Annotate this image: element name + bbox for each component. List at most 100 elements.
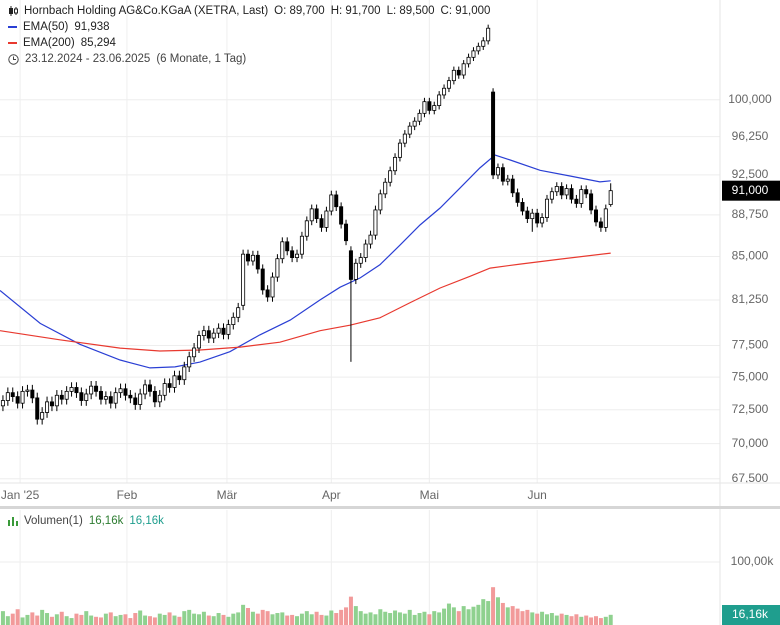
- volume-bar: [118, 614, 123, 625]
- candle-body: [535, 212, 540, 224]
- volume-bar: [133, 613, 138, 625]
- volume-bar: [461, 606, 466, 625]
- volume-bar: [138, 610, 143, 625]
- volume-bar: [299, 613, 304, 625]
- candle-body: [314, 208, 319, 220]
- candle-body: [491, 91, 496, 176]
- volume-bar: [128, 618, 133, 625]
- candle-body: [147, 384, 152, 392]
- volume-bar: [495, 597, 500, 625]
- candle-body: [598, 221, 603, 228]
- candle-body: [466, 56, 471, 65]
- candle-body: [525, 210, 530, 220]
- ema-name: EMA(200): [23, 37, 75, 49]
- candle-body: [236, 307, 241, 318]
- candle-body: [64, 390, 69, 400]
- candle-body: [162, 383, 167, 396]
- candle-body: [505, 178, 510, 182]
- candle-body: [451, 69, 456, 82]
- volume-bar: [255, 613, 260, 625]
- candle-body: [10, 392, 15, 397]
- volume-bar: [201, 611, 206, 625]
- ohlc-low: L: 89,500: [386, 5, 435, 17]
- candle-body: [216, 327, 221, 334]
- y-tick-label: 100,00k: [731, 554, 775, 568]
- candle-body: [187, 356, 192, 368]
- y-tick-label: 100,000: [728, 92, 772, 106]
- volume-bar: [393, 610, 398, 625]
- candle-body: [378, 193, 383, 211]
- candle-body: [593, 209, 598, 223]
- candle-body: [388, 170, 393, 183]
- volume-bar: [123, 614, 128, 625]
- candle-body: [608, 190, 613, 205]
- candle-body: [182, 366, 187, 381]
- volume-bar: [574, 614, 579, 625]
- candle-body: [442, 87, 447, 96]
- candle-body: [549, 191, 554, 200]
- volume-bar: [383, 611, 388, 625]
- volume-bar: [442, 608, 447, 625]
- volume-bar: [221, 614, 226, 625]
- candle-body: [481, 40, 486, 47]
- y-tick-label: 92,500: [732, 167, 769, 181]
- legend-ema200: EMA(200) 85,294: [8, 37, 116, 49]
- candle-body: [559, 186, 564, 196]
- candle-body: [348, 250, 353, 280]
- ema-name: EMA(50): [23, 21, 69, 33]
- candle-body: [167, 383, 172, 388]
- volume-bar: [476, 604, 481, 625]
- volume-bar: [59, 611, 64, 625]
- volume-bar: [589, 617, 594, 625]
- volume-bar: [94, 616, 99, 625]
- y-tick-label: 85,000: [732, 249, 769, 263]
- volume-bar: [466, 609, 471, 625]
- candle-body: [206, 330, 211, 339]
- volume-bar: [89, 615, 94, 625]
- volume-bar: [64, 616, 69, 625]
- candle-body: [461, 63, 466, 76]
- volume-bar: [500, 602, 505, 625]
- volume-bar: [564, 614, 569, 625]
- candle-body: [319, 218, 324, 228]
- candle-body: [397, 142, 402, 158]
- volume-bar: [216, 613, 221, 625]
- candle-body: [456, 69, 461, 76]
- candle-body: [407, 125, 412, 135]
- volume-bar: [471, 606, 476, 625]
- candle-body: [515, 192, 520, 203]
- volume-bar: [549, 613, 554, 625]
- candle-body: [353, 262, 358, 280]
- volume-bar: [412, 614, 417, 625]
- volume-bar: [348, 596, 353, 625]
- volume-bar: [520, 611, 525, 625]
- y-tick-label: 81,250: [732, 292, 769, 306]
- y-tick-label: 96,250: [732, 129, 769, 143]
- candle-body: [299, 235, 304, 255]
- volume-bar: [451, 607, 456, 625]
- title: Hornbach Holding AG&Co.KGaA (XETRA, Last…: [24, 5, 269, 17]
- candle-body: [373, 209, 378, 236]
- volume-bar: [324, 615, 329, 625]
- volume-bar: [368, 612, 373, 625]
- volume-bar: [211, 616, 216, 625]
- candle-body: [0, 400, 5, 407]
- volume-bar: [407, 609, 412, 625]
- candle-body: [427, 101, 432, 111]
- volume-bar: [402, 613, 407, 625]
- candle-body: [89, 385, 94, 395]
- y-tick-label: 67,500: [732, 471, 769, 485]
- ema-line: [0, 154, 611, 369]
- volume-bar: [162, 614, 167, 625]
- candle-body: [422, 101, 427, 114]
- candle-body: [358, 257, 363, 264]
- volume-bar: [231, 613, 236, 625]
- volume-bar: [358, 611, 363, 625]
- candle-body: [486, 27, 491, 42]
- volume-bar: [544, 614, 549, 625]
- volume-value: 16,16k: [88, 515, 124, 527]
- legend-volume: Volumen(1) 16,16k 16,16k: [8, 515, 164, 527]
- period: (6 Monate, 1 Tag): [156, 53, 247, 65]
- volume-bar: [290, 614, 295, 625]
- x-tick-label: Jan '25: [1, 488, 40, 502]
